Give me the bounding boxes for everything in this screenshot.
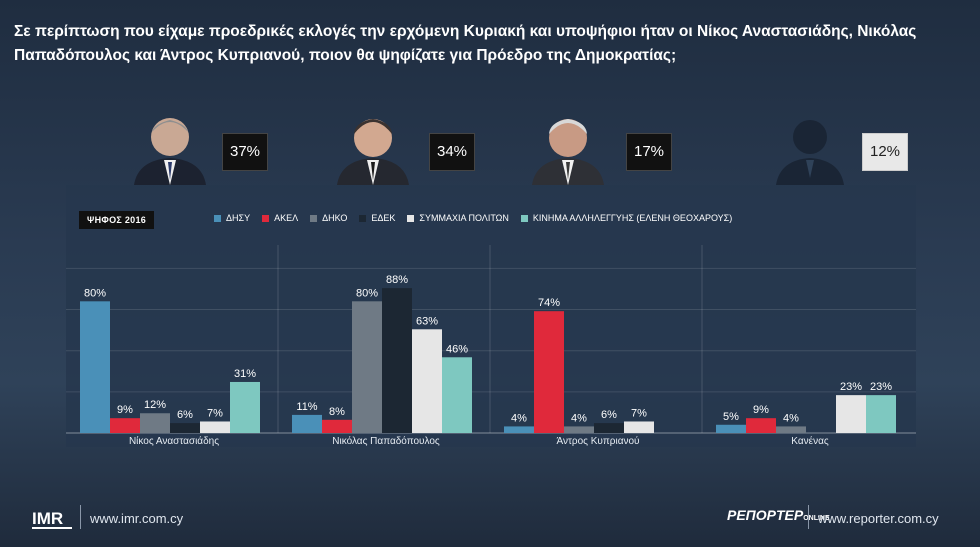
bar — [564, 426, 594, 433]
bar — [292, 414, 322, 433]
bar — [442, 357, 472, 433]
imr-logo: IMR — [32, 509, 72, 529]
legend-item: ΕΔΕΚ — [359, 213, 395, 223]
legend-swatch — [262, 214, 270, 222]
bar-value-label: 6% — [177, 409, 193, 421]
bar-value-label: 63% — [416, 315, 438, 327]
legend-item: ΔΗΣΥ — [214, 213, 250, 223]
question-title: Σε περίπτωση που είχαμε προεδρικές εκλογ… — [14, 23, 917, 64]
footer-divider-right — [808, 505, 809, 529]
imr-url-link[interactable]: www.imr.com.cy — [90, 511, 184, 526]
bar-value-label: 23% — [840, 381, 862, 393]
bar-chart: 80% 9% 12% 6% 7% 31% Νίκος Αναστασιάδης 11% 8% 80… — [66, 245, 916, 447]
bar-value-label: 8% — [329, 406, 345, 418]
bar — [746, 418, 776, 433]
bar — [412, 329, 442, 433]
bar — [716, 424, 746, 433]
legend-label: ΚΙΝΗΜΑ ΑΛΛΗΛΕΓΓΥΗΣ (ΕΛΕΝΗ ΘΕΟΧΑΡΟΥΣ) — [532, 213, 733, 223]
candidate-1-photo — [134, 118, 206, 185]
imr-logo-text: IMR — [32, 509, 63, 528]
vote-2016-tag: ΨΗΦΟΣ 2016 — [79, 211, 155, 229]
category-label: Νικόλας Παπαδόπουλος — [332, 435, 440, 447]
bar — [110, 418, 140, 433]
bar — [382, 288, 412, 433]
bar — [504, 426, 534, 433]
bar-value-label: 6% — [601, 409, 617, 421]
footer-divider-left — [80, 505, 81, 529]
legend-swatch — [520, 214, 528, 222]
bar — [624, 421, 654, 433]
category-label: Νίκος Αναστασιάδης — [129, 435, 219, 447]
reporter-logo: ΡΕΠΟΡΤΕΡONLINE — [727, 507, 830, 523]
bar-value-label: 4% — [511, 412, 527, 424]
candidate-none-pct: 12% — [862, 133, 908, 171]
reporter-url-link[interactable]: www.reporter.com.cy — [818, 511, 939, 526]
candidate-3-pct: 17% — [626, 133, 672, 171]
bar — [352, 301, 382, 433]
legend-item: ΣΥΜΜΑΧΙΑ ΠΟΛΙΤΩΝ — [407, 213, 509, 223]
legend-swatch — [214, 214, 221, 222]
legend-swatch — [359, 214, 367, 222]
bar — [170, 423, 200, 433]
legend-label: ΔΗΚΟ — [322, 213, 348, 223]
chart-panel: 80% 9% 12% 6% 7% 31% Νίκος Αναστασιάδης 11% 8% 80… — [66, 185, 916, 447]
bar — [80, 301, 110, 433]
candidate-2-pct: 34% — [429, 133, 475, 171]
bar — [776, 426, 806, 433]
bar-value-label: 9% — [117, 404, 133, 416]
bar — [534, 311, 564, 433]
bar-value-label: 7% — [631, 407, 647, 419]
bar-value-label: 9% — [753, 404, 769, 416]
legend-item: ΔΗΚΟ — [310, 213, 347, 223]
category-label: Άντρος Κυπριανού — [556, 435, 639, 447]
legend-item: ΚΙΝΗΜΑ ΑΛΛΗΛΕΓΓΥΗΣ (ΕΛΕΝΗ ΘΕΟΧΑΡΟΥΣ) — [520, 213, 733, 223]
bar-value-label: 88% — [386, 274, 408, 286]
bar — [836, 395, 866, 433]
reporter-logo-text: ΡΕΠΟΡΤΕΡ — [727, 507, 804, 523]
bar — [200, 421, 230, 433]
bar-value-label: 80% — [356, 287, 378, 299]
bar-value-label: 7% — [207, 407, 223, 419]
bar-value-label: 46% — [446, 343, 468, 355]
bar-value-label: 11% — [296, 401, 317, 413]
legend-item: ΑΚΕΛ — [262, 213, 298, 223]
legend-label: ΣΥΜΜΑΧΙΑ ΠΟΛΙΤΩΝ — [419, 213, 509, 223]
bar-value-label: 12% — [144, 399, 166, 411]
bar — [866, 395, 896, 433]
bar-value-label: 80% — [84, 287, 106, 299]
bar-value-label: 4% — [783, 412, 799, 424]
candidate-3-photo — [532, 119, 604, 185]
legend-label: ΕΔΕΚ — [371, 213, 396, 223]
person-silhouette-icon — [776, 120, 844, 185]
legend-label: ΑΚΕΛ — [274, 213, 299, 223]
candidate-1-pct: 37% — [222, 133, 268, 171]
chart-legend: ΔΗΣΥ ΑΚΕΛ ΔΗΚΟ ΕΔΕΚ ΣΥΜΜΑΧΙΑ ΠΟΛΙΤΩΝ ΚΙΝΗΜΑ Α… — [214, 213, 732, 223]
reporter-logo-sub: ONLINE — [803, 515, 830, 522]
bar — [322, 419, 352, 433]
legend-label: ΔΗΣΥ — [226, 213, 251, 223]
bar-value-label: 23% — [870, 381, 892, 393]
bar — [594, 423, 624, 433]
bar — [230, 381, 260, 433]
legend-swatch — [407, 214, 415, 222]
candidate-2-photo — [337, 119, 409, 185]
bar-value-label: 31% — [234, 368, 256, 380]
legend-swatch — [310, 214, 318, 222]
bar-value-label: 5% — [723, 411, 739, 423]
bar — [140, 413, 170, 433]
bar-value-label: 74% — [538, 297, 560, 309]
bar-value-label: 4% — [571, 412, 587, 424]
category-label: Κανένας — [791, 435, 829, 447]
